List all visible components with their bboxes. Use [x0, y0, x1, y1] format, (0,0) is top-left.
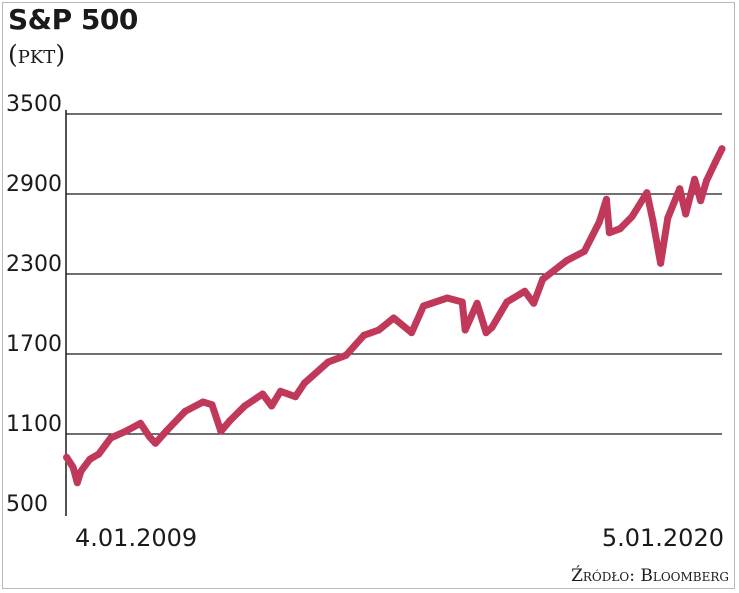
data-point	[482, 329, 490, 337]
data-point	[226, 417, 234, 425]
data-point	[664, 214, 672, 222]
data-point	[443, 294, 451, 302]
data-point	[73, 479, 81, 487]
data-point	[408, 329, 416, 337]
data-point	[390, 314, 398, 322]
data-point	[277, 387, 284, 395]
data-point	[458, 298, 466, 306]
y-tick-label: 1100	[6, 412, 62, 437]
data-point	[605, 229, 613, 237]
data-point	[77, 467, 85, 475]
data-point	[145, 433, 153, 441]
data-point	[628, 213, 636, 221]
y-tick-label: 3500	[6, 92, 62, 117]
x-tick-end: 5.01.2020	[602, 524, 724, 552]
data-point	[268, 402, 276, 410]
data-point	[682, 210, 690, 218]
y-tick-label: 1700	[6, 332, 62, 357]
data-point	[718, 145, 726, 153]
data-point	[697, 197, 705, 205]
data-point	[151, 439, 159, 447]
y-tick-label: 500	[6, 492, 48, 517]
data-point	[360, 331, 368, 339]
data-point	[69, 463, 77, 471]
data-point	[643, 189, 651, 197]
y-tick-label: 2300	[6, 252, 62, 277]
data-point	[521, 287, 529, 295]
data-point	[342, 351, 350, 359]
data-point	[420, 302, 427, 310]
data-point	[530, 299, 538, 307]
data-point	[208, 401, 216, 409]
data-point	[324, 358, 332, 366]
x-tick-start: 4.01.2009	[75, 524, 197, 552]
data-point	[595, 218, 603, 226]
data-point	[703, 177, 710, 185]
data-point	[602, 195, 610, 203]
data-point	[300, 379, 308, 387]
data-point	[181, 407, 189, 415]
data-point	[461, 326, 469, 334]
data-point	[217, 427, 225, 435]
data-point	[107, 434, 115, 442]
data-point	[163, 426, 171, 434]
data-point	[241, 402, 249, 410]
chart-title: S&P 500	[8, 3, 138, 36]
data-point	[63, 453, 71, 461]
series-points	[63, 145, 726, 487]
data-point	[676, 185, 684, 193]
data-point	[375, 326, 383, 334]
y-tick-label: 2900	[6, 172, 62, 197]
data-point	[473, 299, 481, 307]
grid-lines	[66, 113, 722, 435]
series-line	[63, 145, 726, 487]
data-point	[539, 275, 547, 283]
data-point	[137, 419, 144, 427]
y-tick-labels: 3500 2900 2300 1700 1100 500	[6, 92, 62, 517]
data-point	[259, 390, 267, 398]
data-point	[649, 217, 657, 225]
data-point	[657, 259, 665, 267]
chart-subtitle: (pkt)	[8, 40, 66, 69]
data-point	[711, 158, 719, 166]
data-point	[488, 323, 496, 331]
data-point	[291, 393, 299, 401]
source-note: Źródło: Bloomberg	[571, 566, 729, 586]
data-point	[86, 455, 94, 463]
data-point	[580, 247, 588, 255]
data-point	[95, 450, 103, 458]
data-point	[122, 427, 130, 435]
data-point	[563, 257, 570, 265]
data-point	[616, 225, 624, 233]
data-point	[503, 298, 511, 306]
data-point	[691, 175, 699, 183]
data-point	[199, 398, 207, 406]
